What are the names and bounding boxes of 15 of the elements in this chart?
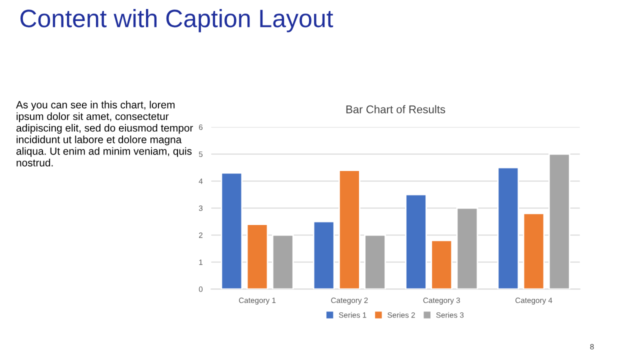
bar [246,224,268,290]
bar [456,207,478,290]
bar [497,166,520,290]
bar [312,220,335,290]
bar [405,194,427,290]
chart-title: Bar Chart of Results [346,105,446,114]
bar [522,212,545,290]
bar [220,172,243,290]
bar [364,234,386,290]
bar [338,170,360,290]
bar [430,240,453,290]
bar [548,153,570,290]
bar [272,234,294,290]
text: As you can see in this chart, lorem ipsum dolor sit amet, consectetur adipiscing elit, sed do eiusmod tempor incididunt ut labore et dolore magna aliqua. Ut enim ad minim veniam, quis nostrud. [16,100,194,166]
text: Content with Caption Layout [20,9,334,32]
